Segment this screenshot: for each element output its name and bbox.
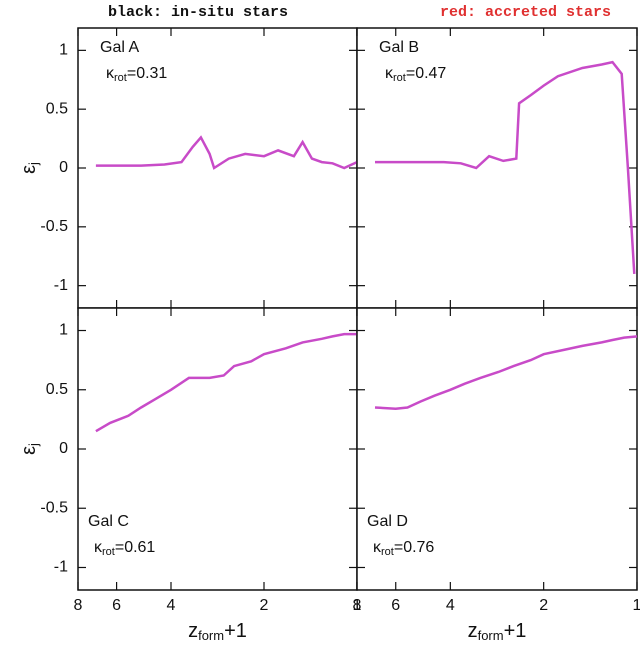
kappa-label: κrot=0.76 (373, 539, 434, 558)
x-tick-label: 4 (446, 597, 455, 614)
median-line (375, 60, 636, 274)
panel-frame (356, 27, 638, 309)
y-tick-label: 0.5 (46, 100, 68, 117)
y-axis-label: εj (18, 443, 41, 455)
kappa-sub: rot (381, 546, 394, 558)
kappa-label: κrot=0.61 (94, 539, 155, 558)
kappa-symbol: κ (385, 65, 394, 82)
kappa-value: =0.61 (115, 539, 156, 556)
header-right: red: accreted stars (440, 4, 611, 21)
kappa-symbol: κ (373, 539, 382, 556)
x-tick-label: 4 (167, 597, 176, 614)
y-tick-label: 0.5 (46, 381, 68, 398)
y-tick-label: -1 (54, 277, 68, 294)
y-tick-label: -1 (54, 559, 68, 576)
x-label-symbol: z (188, 620, 198, 642)
x-label-suffix: +1 (224, 620, 247, 642)
x-label-symbol: z (468, 620, 478, 642)
panel-label: Gal C (88, 513, 129, 530)
x-tick-label: 2 (260, 597, 269, 614)
panel-label: Gal A (100, 39, 139, 56)
median-line (374, 335, 638, 410)
panel-label: Gal B (379, 39, 419, 56)
kappa-symbol: κ (94, 539, 103, 556)
x-tick-label: 2 (539, 597, 548, 614)
x-tick-label: 6 (391, 597, 400, 614)
x-tick-label: 1 (353, 597, 362, 614)
header-left: black: in-situ stars (108, 4, 288, 21)
y-tick-label: 0 (59, 440, 68, 457)
x-label-sub: form (198, 628, 224, 643)
kappa-value: =0.31 (127, 65, 168, 82)
kappa-sub: rot (102, 546, 115, 558)
y-tick-label: -0.5 (40, 218, 68, 235)
x-tick-label: 1 (633, 597, 640, 614)
y-tick-label: 1 (59, 322, 68, 339)
panel-label: Gal D (367, 513, 408, 530)
y-label-sub: j (26, 162, 41, 166)
kappa-label: κrot=0.31 (106, 65, 167, 84)
panel-frame (356, 307, 638, 591)
kappa-value: =0.76 (394, 539, 435, 556)
y-label-symbol: ε (18, 165, 40, 174)
x-label-suffix: +1 (504, 620, 527, 642)
median-line (95, 135, 358, 170)
panel-frame (77, 307, 358, 591)
x-axis-label: zform+1 (468, 620, 527, 643)
y-tick-label: 0 (59, 159, 68, 176)
kappa-symbol: κ (106, 65, 115, 82)
median-line (95, 332, 357, 433)
x-axis-label: zform+1 (188, 620, 247, 643)
kappa-sub: rot (114, 72, 127, 84)
y-axis-label: εj (18, 162, 41, 174)
y-tick-label: -0.5 (40, 499, 68, 516)
y-label-sub: j (26, 443, 41, 447)
x-tick-label: 6 (112, 597, 121, 614)
y-label-symbol: ε (18, 446, 40, 455)
x-tick-label: 8 (74, 597, 83, 614)
x-label-sub: form (478, 628, 504, 643)
panel-frame (77, 27, 358, 309)
kappa-value: =0.47 (406, 65, 447, 82)
x-tick-label: 8 (353, 597, 362, 614)
kappa-label: κrot=0.47 (385, 65, 446, 84)
kappa-sub: rot (393, 72, 406, 84)
y-tick-label: 1 (59, 42, 68, 59)
